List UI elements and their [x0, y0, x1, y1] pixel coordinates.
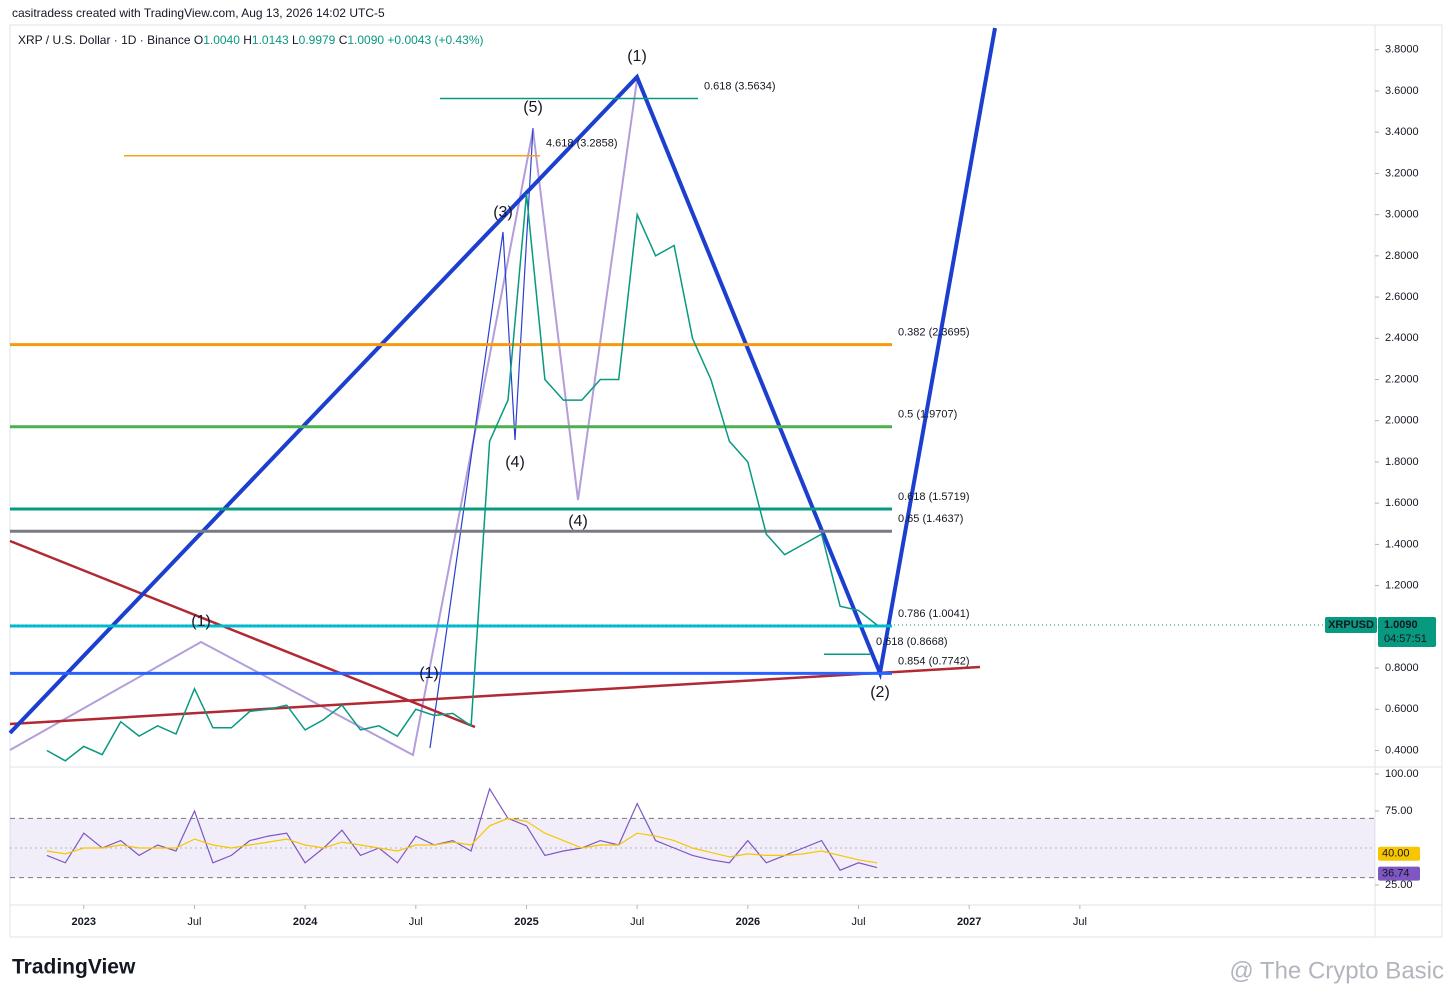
y-tick-label: 2.8000	[1385, 250, 1419, 262]
fib-label: 0.786 (1.0041)	[898, 608, 970, 620]
x-tick-label: 2025	[514, 916, 538, 928]
ohlc-key: L	[292, 33, 299, 47]
symbol: XRP / U.S. Dollar · 1D · Binance	[18, 33, 191, 47]
x-tick-label: 2024	[293, 916, 318, 928]
y-tick-label: 1.8000	[1385, 456, 1419, 468]
ohlc-key: O	[194, 33, 203, 47]
y-tick-label: 1.6000	[1385, 497, 1419, 509]
wave-line	[9, 79, 638, 757]
price-line	[46, 193, 878, 762]
ohlc-value: 0.9979	[299, 33, 336, 47]
x-tick-label: 2023	[72, 916, 96, 928]
y-tick-label: 3.0000	[1385, 209, 1419, 221]
x-tick-label: 2027	[957, 916, 981, 928]
credit: casitradess created with TradingView.com…	[12, 6, 385, 20]
fib-label: 0.854 (0.7742)	[898, 655, 970, 667]
watermark: @ The Crypto Basic	[1229, 957, 1444, 984]
wave-label: (1)	[627, 48, 647, 65]
wave-label: (4)	[505, 454, 525, 471]
fib-label: 4.618 (3.2858)	[546, 138, 618, 150]
fib-label: 0.65 (1.4637)	[898, 513, 963, 525]
legend: XRP / U.S. Dollar · 1D · Binance O1.0040…	[18, 33, 484, 47]
trend-line	[9, 539, 476, 729]
wave-label: (4)	[568, 513, 588, 530]
logo: TradingView	[12, 956, 136, 979]
y-tick-label: 100.00	[1385, 768, 1419, 780]
change: +0.0043 (+0.43%)	[387, 33, 483, 47]
fib-label: 0.618 (1.5719)	[898, 491, 970, 503]
wave-line	[429, 127, 534, 749]
y-tick-label: 3.8000	[1385, 44, 1419, 56]
y-tick-label: 2.6000	[1385, 291, 1419, 303]
y-tick-label: 75.00	[1385, 805, 1413, 817]
fib-label: 0.618 (3.5634)	[704, 80, 776, 92]
y-tick-label: 1.4000	[1385, 538, 1419, 550]
badge-symbol: XRPUSD	[1328, 619, 1374, 631]
badge	[1378, 616, 1436, 647]
drawings	[8, 27, 997, 757]
price-line	[46, 817, 878, 864]
badge	[1325, 616, 1377, 633]
y-tick-label: 25.00	[1385, 879, 1413, 891]
wave-label: (3)	[493, 204, 513, 221]
x-tick-label: Jul	[851, 916, 865, 928]
x-tick-label: Jul	[1073, 916, 1087, 928]
wave-label: (2)	[870, 684, 890, 701]
rsi-badge	[1378, 866, 1420, 881]
ohlc-value: 1.0090	[347, 33, 384, 47]
fib-label: 0.618 (0.8668)	[876, 636, 948, 648]
rsi-badge-label: 36.74	[1382, 868, 1410, 880]
wave-label: (1)	[419, 665, 439, 682]
badge-countdown: 04:57:51	[1384, 633, 1427, 645]
y-tick-label: 0.6000	[1385, 703, 1419, 715]
ohlc-value: 1.0143	[252, 33, 289, 47]
ohlc-value: 1.0040	[203, 33, 240, 47]
x-tick-label: Jul	[630, 916, 644, 928]
y-tick-label: 1.2000	[1385, 580, 1419, 592]
x-tick-label: Jul	[187, 916, 201, 928]
ohlc-key: H	[243, 33, 252, 47]
badge-price: 1.0090	[1384, 619, 1418, 631]
x-tick-label: 2026	[736, 916, 760, 928]
y-tick-label: 2.2000	[1385, 373, 1419, 385]
y-tick-label: 0.4000	[1385, 744, 1419, 756]
y-tick-label: 3.6000	[1385, 85, 1419, 97]
fib-label: 0.382 (2.3695)	[898, 326, 970, 338]
y-tick-label: 3.4000	[1385, 126, 1419, 138]
y-tick-label: 2.4000	[1385, 332, 1419, 344]
y-tick-label: 2.0000	[1385, 415, 1419, 427]
frame	[9, 24, 1443, 938]
fib-label: 0.5 (1.9707)	[898, 409, 957, 421]
x-tick-label: Jul	[409, 916, 423, 928]
rsi-badge	[1378, 846, 1420, 861]
wave-label: (1)	[191, 613, 211, 630]
wave-label: (5)	[523, 99, 543, 116]
rsi-badge-label: 40.00	[1382, 848, 1410, 860]
ohlc-key: C	[339, 33, 348, 47]
price-line	[46, 787, 878, 871]
trend-line	[9, 665, 981, 726]
wave-line	[8, 27, 997, 735]
y-tick-label: 0.8000	[1385, 662, 1419, 674]
y-tick-label: 3.2000	[1385, 167, 1419, 179]
